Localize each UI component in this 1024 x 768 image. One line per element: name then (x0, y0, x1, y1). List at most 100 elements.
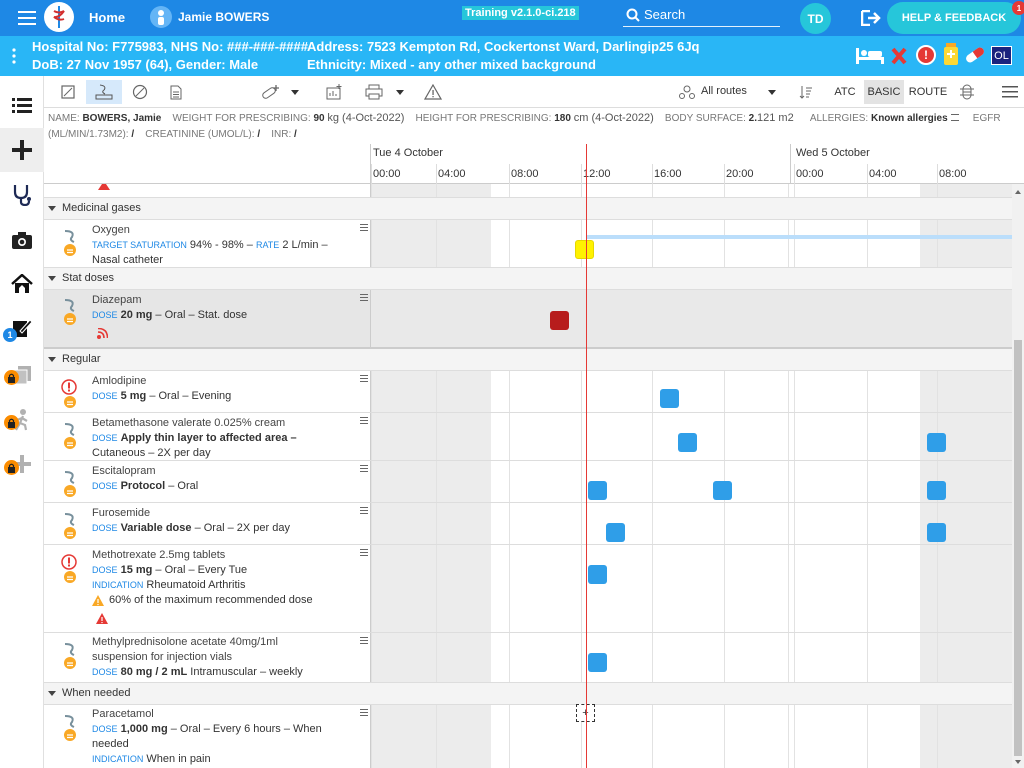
dose-marker-scheduled[interactable] (606, 523, 625, 542)
drug-name[interactable]: Methotrexate 2.5mg tablets (92, 549, 226, 561)
table-row[interactable]: Methotrexate 2.5mg tablets DOSE 15 mg – … (44, 545, 1012, 633)
row-menu-icon[interactable] (360, 709, 368, 716)
patient-name[interactable]: Jamie BOWERS (178, 10, 270, 24)
dose-marker-active[interactable] (575, 240, 594, 259)
row-menu-icon[interactable] (360, 507, 368, 514)
cross-icon[interactable] (891, 47, 907, 65)
add-dose-button[interactable]: + (576, 704, 595, 722)
print-icon[interactable] (362, 80, 386, 104)
vertical-scrollbar[interactable] (1012, 184, 1024, 768)
drug-value: Variable dose (120, 522, 192, 534)
egfr-value: / (131, 129, 135, 140)
add-icon[interactable] (8, 136, 36, 164)
medication-type-icon (64, 423, 76, 449)
drug-route-cont: needed (92, 738, 129, 750)
dose-marker-scheduled[interactable] (927, 433, 946, 452)
table-row[interactable]: Amlodipine DOSE 5 mg – Oral – Evening (44, 371, 1012, 413)
atc-tab[interactable]: ATC (834, 86, 856, 98)
row-menu-icon[interactable] (360, 224, 368, 231)
time-tick: 08:00 (939, 168, 967, 180)
administration-icon[interactable] (86, 80, 122, 104)
hamburger-menu-icon[interactable] (998, 80, 1022, 104)
section-regular[interactable]: Regular (44, 349, 1012, 371)
more-icon[interactable] (12, 48, 16, 64)
dropdown-arrow-icon[interactable] (288, 80, 302, 104)
table-row[interactable]: Betamethasone valerate 0.025% cream DOSE… (44, 413, 1012, 461)
scroll-up-icon[interactable] (1015, 190, 1021, 194)
sort-icon[interactable] (796, 80, 816, 104)
route-tab[interactable]: ROUTE (908, 86, 948, 98)
table-row[interactable]: Escitalopram DOSE Protocol – Oral (44, 461, 1012, 503)
drug-name[interactable]: Diazepam (92, 294, 142, 306)
search-field[interactable]: Search (623, 5, 780, 27)
walking-icon[interactable] (8, 406, 36, 434)
drug-name[interactable]: Betamethasone valerate 0.025% cream (92, 417, 286, 429)
pill-view-icon[interactable] (128, 80, 152, 104)
dose-marker-scheduled[interactable] (588, 653, 607, 672)
notification-badge[interactable]: 1 (1012, 1, 1024, 15)
allergies-value[interactable]: Known allergies (870, 113, 948, 124)
dose-marker-scheduled[interactable] (588, 481, 607, 500)
capsule-icon[interactable] (956, 80, 978, 104)
drug-name[interactable]: Oxygen (92, 224, 130, 236)
pill-icon[interactable] (964, 46, 986, 64)
warning-icon[interactable] (421, 80, 445, 104)
row-menu-icon[interactable] (360, 294, 368, 301)
drug-name[interactable]: Paracetamol (92, 708, 154, 720)
add-locked-icon[interactable] (8, 450, 36, 478)
row-menu-icon[interactable] (360, 465, 368, 472)
dose-marker-scheduled[interactable] (678, 433, 697, 452)
row-menu-icon[interactable] (360, 417, 368, 424)
table-row[interactable]: Paracetamol DOSE 1,000 mg – Oral – Every… (44, 704, 1012, 768)
routes-select[interactable]: All routes (696, 80, 782, 104)
table-row[interactable]: Methylprednisolone acetate 40mg/1ml susp… (44, 633, 1012, 683)
add-medication-icon[interactable] (256, 80, 286, 104)
medication-type-icon (64, 643, 76, 669)
dose-marker-scheduled[interactable] (927, 523, 946, 542)
row-menu-icon[interactable] (360, 375, 368, 382)
list-icon[interactable] (8, 91, 36, 119)
drug-name[interactable]: Furosemide (92, 507, 151, 519)
scroll-down-icon[interactable] (1015, 760, 1021, 764)
chart-add-icon[interactable] (322, 80, 346, 104)
logo-icon[interactable] (44, 2, 74, 32)
view-chart-icon[interactable] (56, 80, 80, 104)
dose-marker-scheduled[interactable] (660, 389, 679, 408)
table-row[interactable]: Furosemide DOSE Variable dose – Oral – 2… (44, 503, 1012, 545)
row-menu-icon[interactable] (360, 637, 368, 644)
allergies-menu-icon[interactable] (950, 114, 959, 121)
camera-icon[interactable] (8, 226, 36, 254)
table-row[interactable]: Diazepam DOSE 20 mg – Oral – Stat. dose (44, 290, 1012, 349)
drug-name[interactable]: Methylprednisolone acetate 40mg/1ml (92, 636, 278, 648)
medication-type-icon (64, 513, 76, 539)
drug-label: DOSE (92, 433, 118, 443)
help-feedback-button[interactable]: HELP & FEEDBACK (887, 2, 1021, 34)
ol-badge[interactable]: OL (991, 46, 1012, 65)
drug-name[interactable]: Escitalopram (92, 465, 156, 477)
dose-marker-scheduled[interactable] (713, 481, 732, 500)
user-avatar[interactable]: TD (800, 3, 831, 34)
logout-icon[interactable] (860, 9, 882, 27)
medication-bottle-icon[interactable] (943, 43, 959, 65)
row-menu-icon[interactable] (360, 549, 368, 556)
basic-tab[interactable]: BASIC (864, 80, 904, 104)
dose-marker-missed[interactable] (550, 311, 569, 330)
section-stat-doses[interactable]: Stat doses (44, 268, 1012, 290)
dropdown-arrow-icon[interactable] (393, 80, 407, 104)
home-icon[interactable] (8, 270, 36, 298)
dose-marker-scheduled[interactable] (927, 481, 946, 500)
document-icon[interactable] (164, 80, 188, 104)
table-row (44, 184, 1012, 198)
table-row[interactable]: Oxygen TARGET SATURATION 94% - 98% – RAT… (44, 220, 1012, 268)
alert-icon[interactable]: ! (916, 45, 936, 65)
bed-icon[interactable] (856, 46, 884, 64)
section-when-needed[interactable]: When needed (44, 683, 1012, 705)
menu-icon[interactable] (18, 10, 36, 26)
infusion-bar (587, 235, 1012, 239)
dose-marker-scheduled[interactable] (588, 565, 607, 584)
home-link[interactable]: Home (89, 10, 126, 25)
scrollbar-thumb[interactable] (1014, 340, 1022, 756)
stethoscope-icon[interactable] (8, 181, 36, 209)
drug-name[interactable]: Amlodipine (92, 375, 147, 387)
section-medicinal-gases[interactable]: Medicinal gases (44, 198, 1012, 220)
